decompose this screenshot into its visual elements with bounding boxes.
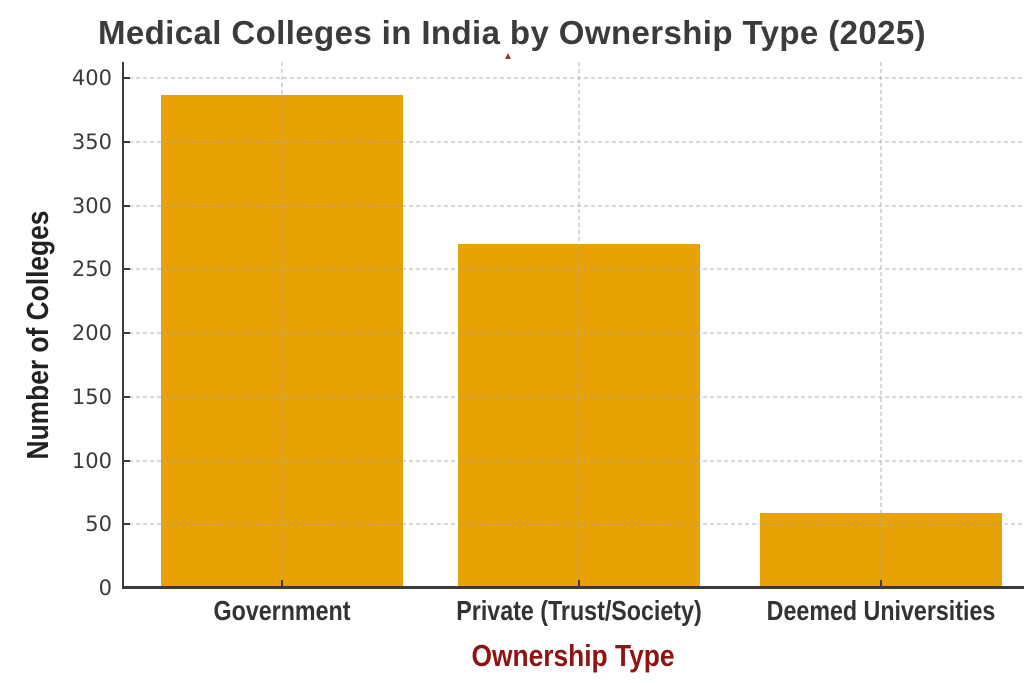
- h-gridline-100: [122, 459, 1024, 462]
- stray-cursor-artifact: [505, 53, 511, 59]
- chart-title: Medical Colleges in India by Ownership T…: [97, 14, 927, 51]
- y-tick-mark-150: [122, 395, 130, 398]
- x-tick-mark-deemed-universities: [880, 580, 882, 588]
- y-tick-mark-250: [122, 268, 130, 271]
- v-gridline-deemed-universities: [880, 62, 882, 588]
- x-tick-mark-government: [281, 580, 283, 588]
- y-tick-mark-350: [122, 140, 130, 143]
- h-gridline-200: [122, 332, 1024, 334]
- y-tick-mark-0: [122, 587, 130, 589]
- y-tick-mark-100: [122, 459, 130, 462]
- bar-private-trust-society: [458, 243, 700, 588]
- y-tick-label-300: 300: [71, 193, 112, 218]
- h-gridline-250: [122, 268, 1024, 271]
- y-tick-label-150: 150: [71, 384, 112, 409]
- y-tick-label-50: 50: [85, 512, 112, 537]
- y-tick-label-100: 100: [71, 448, 112, 473]
- h-gridline-400: [122, 77, 1024, 79]
- y-tick-mark-300: [122, 204, 130, 207]
- h-gridline-350: [122, 140, 1024, 143]
- h-gridline-50: [122, 523, 1024, 526]
- v-gridline-private-trust-society: [578, 62, 580, 588]
- x-tick-label-deemed-universities: Deemed Universities: [766, 595, 996, 626]
- v-gridline-government: [281, 62, 283, 588]
- h-gridline-150: [122, 395, 1024, 398]
- x-tick-label-government: Government: [213, 595, 351, 626]
- y-axis-spine: [122, 62, 124, 588]
- y-tick-label-400: 400: [71, 66, 112, 90]
- x-axis-label: Ownership Type: [471, 638, 675, 673]
- h-gridline-300: [122, 204, 1024, 207]
- plot-area: [122, 62, 1024, 589]
- y-tick-mark-50: [122, 523, 130, 526]
- y-tick-label-0: 0: [98, 576, 112, 600]
- y-tick-label-250: 250: [71, 257, 112, 282]
- y-tick-label-350: 350: [71, 129, 112, 154]
- y-tick-mark-200: [122, 332, 130, 334]
- x-tick-label-private-trust-society: Private (Trust/Society): [456, 595, 702, 626]
- x-axis-spine: [122, 586, 1024, 589]
- bar-government: [161, 94, 403, 588]
- y-tick-label-200: 200: [71, 321, 112, 345]
- bar-deemed-universities: [760, 512, 1002, 588]
- x-tick-mark-private-trust-society: [578, 580, 580, 588]
- y-tick-mark-400: [122, 77, 130, 79]
